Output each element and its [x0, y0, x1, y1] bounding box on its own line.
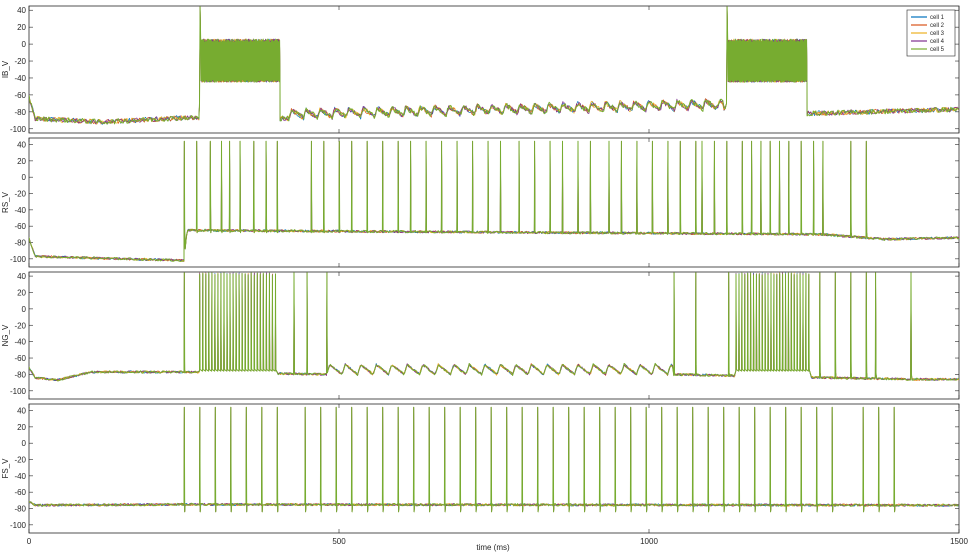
y-tick-label: 0 — [22, 305, 27, 314]
legend-entry: cell 4 — [930, 39, 945, 45]
x-tick-label: 1000 — [640, 537, 658, 546]
y-tick-label: -100 — [10, 125, 27, 134]
y-tick-label: -60 — [14, 222, 26, 231]
y-tick-label: -100 — [10, 521, 27, 530]
y-tick-label: -20 — [14, 456, 26, 465]
series-line — [29, 272, 959, 382]
x-tick-label: 500 — [332, 537, 346, 546]
y-tick-label: -40 — [14, 74, 26, 83]
legend-entry: cell 5 — [930, 47, 945, 53]
panel-rs-v: -100 -80 -60 -40 -20 0 20 40 RS_V — [1, 137, 960, 268]
x-tick-label: 1500 — [950, 537, 968, 546]
y-tick-label: 40 — [17, 6, 26, 15]
y-tick-label: 0 — [22, 40, 27, 49]
y-tick-label: -80 — [14, 370, 26, 379]
y-tick-label: -80 — [14, 108, 26, 117]
axes-box — [28, 137, 960, 268]
y-tick-label: 40 — [17, 141, 26, 150]
y-tick-label: 20 — [17, 288, 26, 297]
legend-entry: cell 2 — [930, 23, 945, 29]
y-tick-label: -80 — [14, 239, 26, 248]
legend-entry: cell 1 — [930, 15, 945, 21]
y-tick-label: -40 — [14, 206, 26, 215]
y-tick-label: -80 — [14, 505, 26, 514]
y-tick-label: -60 — [14, 488, 26, 497]
y-tick-label: 40 — [17, 272, 26, 281]
y-tick-label: 40 — [17, 407, 26, 416]
axes-box — [28, 403, 960, 534]
y-tick-label: -60 — [14, 91, 26, 100]
y-axis-label: NG_V — [1, 324, 10, 346]
y-tick-label: 0 — [22, 173, 27, 182]
y-tick-label: -60 — [14, 354, 26, 363]
y-axis-label: RS_V — [1, 191, 10, 213]
y-tick-label: 20 — [17, 423, 26, 432]
panel-fs-v: -100 -80 -60 -40 -20 0 20 40 0 500 1000 1500 FS_V — [1, 403, 968, 546]
y-tick-label: -20 — [14, 190, 26, 199]
panel-ng-v: -100 -80 -60 -40 -20 0 20 40 NG_V — [1, 271, 960, 400]
series-line — [29, 406, 959, 513]
y-tick-label: 20 — [17, 23, 26, 32]
y-tick-label: -40 — [14, 338, 26, 347]
y-tick-label: -100 — [10, 387, 27, 396]
y-tick-label: 20 — [17, 157, 26, 166]
y-tick-label: -20 — [14, 57, 26, 66]
y-tick-label: -40 — [14, 472, 26, 481]
y-axis-label: FS_V — [1, 458, 10, 479]
legend: cell 1 cell 2 cell 3 cell 4 cell 5 — [906, 9, 956, 57]
y-tick-label: -20 — [14, 321, 26, 330]
x-axis-label: time (ms) — [476, 543, 510, 552]
y-axis-label: IB_V — [1, 60, 10, 78]
series-line — [29, 6, 959, 125]
y-tick-label: 0 — [22, 439, 27, 448]
x-tick-label: 0 — [27, 537, 32, 546]
legend-entry: cell 3 — [930, 31, 945, 37]
y-tick-label: -100 — [10, 255, 27, 264]
series-line — [29, 140, 959, 262]
